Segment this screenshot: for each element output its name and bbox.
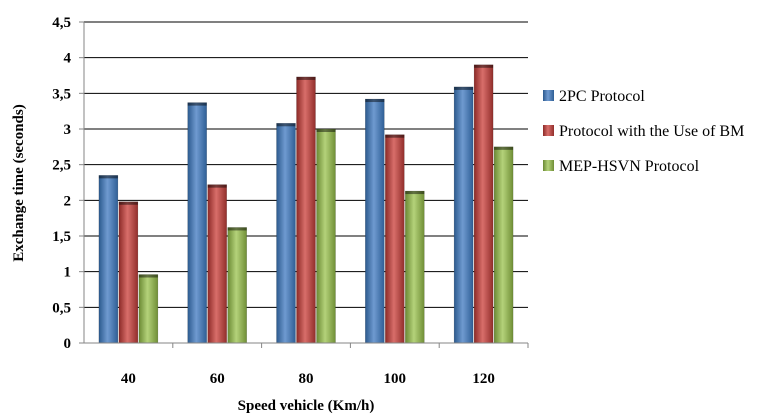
x-axis-title: Speed vehicle (Km/h) <box>238 398 375 414</box>
bar <box>276 123 296 344</box>
bar-cap <box>98 175 118 179</box>
y-axis-ticks: 0 0,5 1 1,5 2 2,5 3 3,5 4 4,5 <box>52 15 84 352</box>
bar-cap <box>365 99 385 103</box>
y-tick-label: 0,5 <box>52 300 71 316</box>
y-tick-label: 3,5 <box>52 86 71 102</box>
legend-swatch <box>543 90 554 101</box>
y-tick-label: 4,5 <box>52 15 71 31</box>
bar-cap <box>227 227 247 231</box>
bar <box>473 64 494 344</box>
bar <box>453 86 474 344</box>
bar <box>118 201 139 344</box>
bar <box>98 175 119 344</box>
y-tick-label: 0 <box>64 336 72 352</box>
legend-label: 2PC Protocol <box>559 88 645 105</box>
bar <box>493 146 514 344</box>
x-tick-label: 80 <box>299 371 314 387</box>
bar <box>405 190 425 344</box>
bar-cap <box>187 102 207 106</box>
y-axis-title: Exchange time (seconds) <box>11 104 27 262</box>
bar <box>385 134 405 344</box>
legend-label: MEP-HSVN Protocol <box>559 158 700 175</box>
bar-cap <box>118 201 138 205</box>
bar-cap <box>454 86 474 90</box>
bar <box>207 184 227 344</box>
bar <box>316 128 336 344</box>
bar-cap <box>138 274 158 278</box>
x-tick-label: 60 <box>210 371 225 387</box>
bars <box>98 64 514 344</box>
bar <box>296 76 316 344</box>
bar-cap <box>405 191 425 195</box>
bar-cap <box>296 76 316 80</box>
y-tick-label: 2 <box>64 193 72 209</box>
x-tick-label: 40 <box>121 371 136 387</box>
y-tick-label: 4 <box>64 51 72 67</box>
x-tick-label: 120 <box>472 371 495 387</box>
bar <box>138 274 159 344</box>
y-tick-label: 3 <box>64 122 72 138</box>
legend-swatch <box>543 125 554 136</box>
bar-cap <box>474 64 494 68</box>
y-tick-label: 2,5 <box>52 158 71 174</box>
bar-cap <box>316 129 336 132</box>
bar-cap <box>207 184 227 188</box>
x-axis-ticks: 40 60 80 100 120 <box>121 343 529 387</box>
legend: 2PC Protocol Protocol with the Use of BM M… <box>543 88 744 175</box>
bar <box>365 98 385 344</box>
bar <box>187 102 207 344</box>
bar-cap <box>494 146 514 150</box>
y-tick-label: 1,5 <box>52 229 71 245</box>
x-tick-label: 100 <box>384 371 407 387</box>
legend-label: Protocol with the Use of BM <box>559 123 744 140</box>
bar-cap <box>385 134 405 138</box>
bar-cap <box>276 123 296 127</box>
bar <box>227 227 247 344</box>
y-tick-label: 1 <box>64 265 72 281</box>
legend-swatch <box>543 160 554 171</box>
